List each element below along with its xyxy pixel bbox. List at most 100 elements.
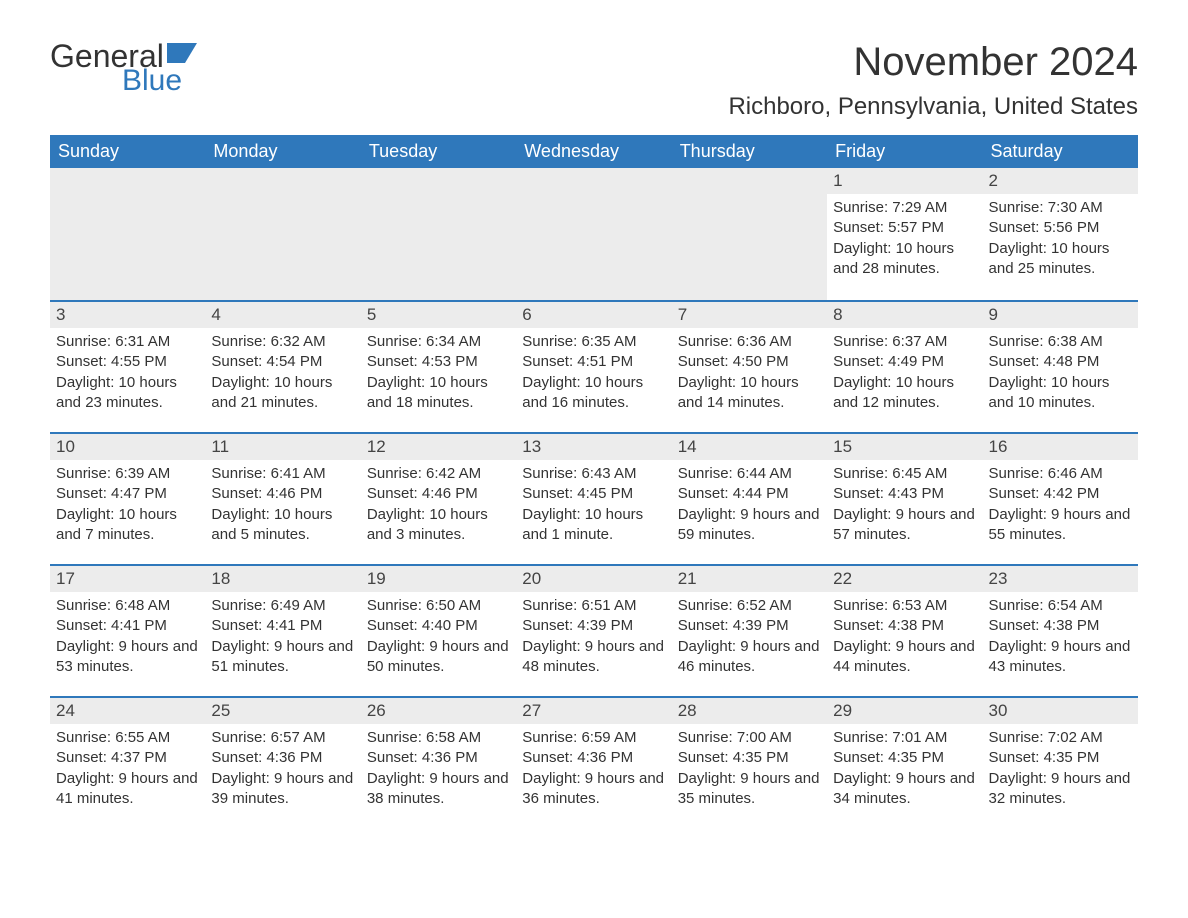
day-details: Sunrise: 6:44 AMSunset: 4:44 PMDaylight:…: [672, 460, 827, 551]
day-number: 2: [983, 168, 1138, 194]
day-number: 23: [983, 564, 1138, 592]
day-number: 29: [827, 696, 982, 724]
sunset-line: Sunset: 4:39 PM: [678, 616, 821, 636]
day-details: Sunrise: 6:45 AMSunset: 4:43 PMDaylight:…: [827, 460, 982, 551]
title-block: November 2024 Richboro, Pennsylvania, Un…: [728, 40, 1138, 129]
calendar-cell: 22Sunrise: 6:53 AMSunset: 4:38 PMDayligh…: [827, 564, 982, 696]
sunset-line: Sunset: 4:47 PM: [56, 484, 199, 504]
day-number: 8: [827, 300, 982, 328]
sunrise-line: Sunrise: 6:51 AM: [522, 596, 665, 616]
day-number: 25: [205, 696, 360, 724]
calendar-cell: 15Sunrise: 6:45 AMSunset: 4:43 PMDayligh…: [827, 432, 982, 564]
calendar-cell: 28Sunrise: 7:00 AMSunset: 4:35 PMDayligh…: [672, 696, 827, 828]
sunrise-line: Sunrise: 6:35 AM: [522, 332, 665, 352]
daylight-line: Daylight: 9 hours and 38 minutes.: [367, 769, 510, 810]
sunrise-line: Sunrise: 6:43 AM: [522, 464, 665, 484]
day-number: 28: [672, 696, 827, 724]
day-details: Sunrise: 6:39 AMSunset: 4:47 PMDaylight:…: [50, 460, 205, 551]
sunset-line: Sunset: 4:46 PM: [367, 484, 510, 504]
calendar-cell: 5Sunrise: 6:34 AMSunset: 4:53 PMDaylight…: [361, 300, 516, 432]
day-header: Saturday: [983, 135, 1138, 168]
day-number: 19: [361, 564, 516, 592]
calendar-cell: [205, 168, 360, 300]
calendar-cell: 7Sunrise: 6:36 AMSunset: 4:50 PMDaylight…: [672, 300, 827, 432]
day-number: 30: [983, 696, 1138, 724]
sunrise-line: Sunrise: 6:42 AM: [367, 464, 510, 484]
day-details: Sunrise: 6:36 AMSunset: 4:50 PMDaylight:…: [672, 328, 827, 419]
day-details: Sunrise: 6:53 AMSunset: 4:38 PMDaylight:…: [827, 592, 982, 683]
daylight-line: Daylight: 9 hours and 39 minutes.: [211, 769, 354, 810]
sunset-line: Sunset: 4:38 PM: [989, 616, 1132, 636]
sunset-line: Sunset: 4:42 PM: [989, 484, 1132, 504]
sunrise-line: Sunrise: 6:34 AM: [367, 332, 510, 352]
daylight-line: Daylight: 10 hours and 21 minutes.: [211, 373, 354, 414]
sunset-line: Sunset: 5:57 PM: [833, 218, 976, 238]
sunset-line: Sunset: 4:39 PM: [522, 616, 665, 636]
sunset-line: Sunset: 4:36 PM: [367, 748, 510, 768]
calendar-week: 10Sunrise: 6:39 AMSunset: 4:47 PMDayligh…: [50, 432, 1138, 564]
logo: General Blue: [50, 40, 197, 96]
day-number: 17: [50, 564, 205, 592]
daylight-line: Daylight: 9 hours and 32 minutes.: [989, 769, 1132, 810]
calendar-week: 17Sunrise: 6:48 AMSunset: 4:41 PMDayligh…: [50, 564, 1138, 696]
daylight-line: Daylight: 10 hours and 3 minutes.: [367, 505, 510, 546]
calendar-week: 1Sunrise: 7:29 AMSunset: 5:57 PMDaylight…: [50, 168, 1138, 300]
day-header: Friday: [827, 135, 982, 168]
sunset-line: Sunset: 4:43 PM: [833, 484, 976, 504]
calendar-cell: 4Sunrise: 6:32 AMSunset: 4:54 PMDaylight…: [205, 300, 360, 432]
daylight-line: Daylight: 10 hours and 25 minutes.: [989, 239, 1132, 280]
flag-icon: [167, 43, 197, 67]
calendar-cell: [672, 168, 827, 300]
sunrise-line: Sunrise: 6:39 AM: [56, 464, 199, 484]
daylight-line: Daylight: 9 hours and 46 minutes.: [678, 637, 821, 678]
day-number: 11: [205, 432, 360, 460]
sunrise-line: Sunrise: 7:29 AM: [833, 198, 976, 218]
sunrise-line: Sunrise: 7:01 AM: [833, 728, 976, 748]
sunrise-line: Sunrise: 6:57 AM: [211, 728, 354, 748]
calendar-cell: 25Sunrise: 6:57 AMSunset: 4:36 PMDayligh…: [205, 696, 360, 828]
daylight-line: Daylight: 9 hours and 57 minutes.: [833, 505, 976, 546]
sunset-line: Sunset: 4:44 PM: [678, 484, 821, 504]
day-details: Sunrise: 6:49 AMSunset: 4:41 PMDaylight:…: [205, 592, 360, 683]
daylight-line: Daylight: 9 hours and 44 minutes.: [833, 637, 976, 678]
day-details: Sunrise: 6:52 AMSunset: 4:39 PMDaylight:…: [672, 592, 827, 683]
calendar-cell: 14Sunrise: 6:44 AMSunset: 4:44 PMDayligh…: [672, 432, 827, 564]
calendar-cell: 20Sunrise: 6:51 AMSunset: 4:39 PMDayligh…: [516, 564, 671, 696]
sunrise-line: Sunrise: 6:49 AM: [211, 596, 354, 616]
day-number: 14: [672, 432, 827, 460]
sunrise-line: Sunrise: 6:59 AM: [522, 728, 665, 748]
calendar-cell: 2Sunrise: 7:30 AMSunset: 5:56 PMDaylight…: [983, 168, 1138, 300]
day-number: 22: [827, 564, 982, 592]
sunset-line: Sunset: 4:38 PM: [833, 616, 976, 636]
logo-word2: Blue: [122, 66, 197, 96]
sunset-line: Sunset: 4:35 PM: [833, 748, 976, 768]
day-details: Sunrise: 6:48 AMSunset: 4:41 PMDaylight:…: [50, 592, 205, 683]
day-header: Thursday: [672, 135, 827, 168]
day-number: 21: [672, 564, 827, 592]
day-number: 16: [983, 432, 1138, 460]
calendar-cell: 26Sunrise: 6:58 AMSunset: 4:36 PMDayligh…: [361, 696, 516, 828]
day-number: 5: [361, 300, 516, 328]
sunset-line: Sunset: 4:41 PM: [211, 616, 354, 636]
sunset-line: Sunset: 4:46 PM: [211, 484, 354, 504]
sunset-line: Sunset: 4:37 PM: [56, 748, 199, 768]
day-number: 26: [361, 696, 516, 724]
day-details: Sunrise: 6:37 AMSunset: 4:49 PMDaylight:…: [827, 328, 982, 419]
calendar-cell: 27Sunrise: 6:59 AMSunset: 4:36 PMDayligh…: [516, 696, 671, 828]
daylight-line: Daylight: 9 hours and 43 minutes.: [989, 637, 1132, 678]
daylight-line: Daylight: 9 hours and 41 minutes.: [56, 769, 199, 810]
day-number: 18: [205, 564, 360, 592]
day-details: Sunrise: 6:51 AMSunset: 4:39 PMDaylight:…: [516, 592, 671, 683]
sunset-line: Sunset: 4:48 PM: [989, 352, 1132, 372]
sunrise-line: Sunrise: 6:44 AM: [678, 464, 821, 484]
day-details: Sunrise: 6:58 AMSunset: 4:36 PMDaylight:…: [361, 724, 516, 815]
sunrise-line: Sunrise: 6:53 AM: [833, 596, 976, 616]
sunrise-line: Sunrise: 6:52 AM: [678, 596, 821, 616]
calendar-cell: 8Sunrise: 6:37 AMSunset: 4:49 PMDaylight…: [827, 300, 982, 432]
sunrise-line: Sunrise: 6:41 AM: [211, 464, 354, 484]
page-header: General Blue November 2024 Richboro, Pen…: [50, 40, 1138, 129]
sunrise-line: Sunrise: 7:02 AM: [989, 728, 1132, 748]
calendar-cell: 21Sunrise: 6:52 AMSunset: 4:39 PMDayligh…: [672, 564, 827, 696]
day-details: Sunrise: 6:43 AMSunset: 4:45 PMDaylight:…: [516, 460, 671, 551]
daylight-line: Daylight: 9 hours and 50 minutes.: [367, 637, 510, 678]
